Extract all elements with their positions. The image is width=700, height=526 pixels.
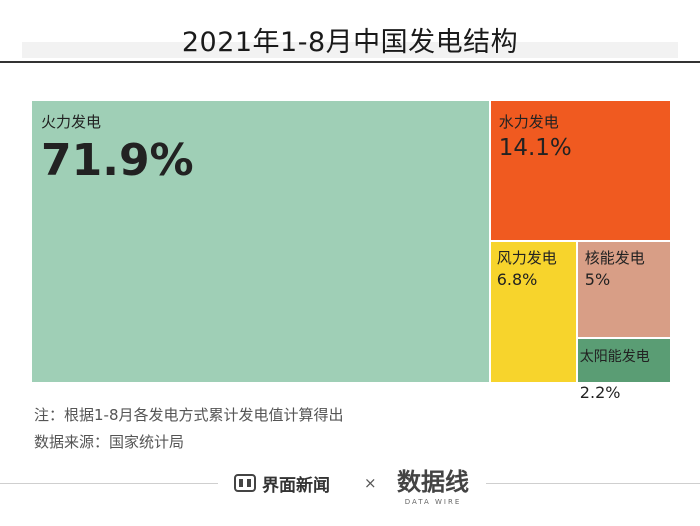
tile-thermal-power: 火力发电 71.9% bbox=[32, 101, 489, 382]
brand-icon bbox=[234, 474, 256, 492]
tile-label: 核能发电 bbox=[584, 249, 645, 267]
tile-value: 71.9% bbox=[41, 135, 194, 186]
partner-logo-text: 数据线 bbox=[397, 468, 469, 496]
tile-value: 6.8% bbox=[496, 270, 538, 289]
tile-label: 火力发电 bbox=[41, 113, 102, 131]
footer-divider-right bbox=[486, 483, 700, 484]
data-wire-logo: 数据线 DATA WIRE bbox=[397, 468, 469, 506]
partner-logo-subtext: DATA WIRE bbox=[405, 498, 462, 506]
tile-wind-power: 风力发电 6.8% bbox=[490, 242, 576, 382]
footer-divider-left bbox=[0, 483, 218, 484]
tile-label: 水力发电 bbox=[498, 113, 559, 131]
tile-value: 14.1% bbox=[498, 135, 572, 161]
times-symbol: × bbox=[364, 474, 377, 492]
tile-value: 2.2% bbox=[579, 383, 621, 403]
tile-label: 太阳能发电 bbox=[579, 349, 650, 366]
tile-value: 5% bbox=[584, 270, 611, 289]
title-rule bbox=[0, 61, 700, 63]
tile-label: 风力发电 bbox=[496, 249, 557, 267]
chart-title: 2021年1-8月中国发电结构 bbox=[181, 27, 519, 58]
tile-nuclear-power: 核能发电 5% bbox=[577, 242, 670, 338]
title-band bbox=[22, 42, 678, 58]
brand-logo: 界面新闻 bbox=[234, 471, 330, 496]
chart-note: 注：根据1-8月各发电方式累计发电值计算得出 bbox=[34, 406, 344, 424]
tile-hydro-power: 水力发电 14.1% bbox=[490, 101, 670, 240]
data-source: 数据来源：国家统计局 bbox=[34, 433, 185, 451]
tile-solar-power: 太阳能发电 2.2% bbox=[577, 339, 670, 402]
brand-name: 界面新闻 bbox=[262, 475, 330, 496]
